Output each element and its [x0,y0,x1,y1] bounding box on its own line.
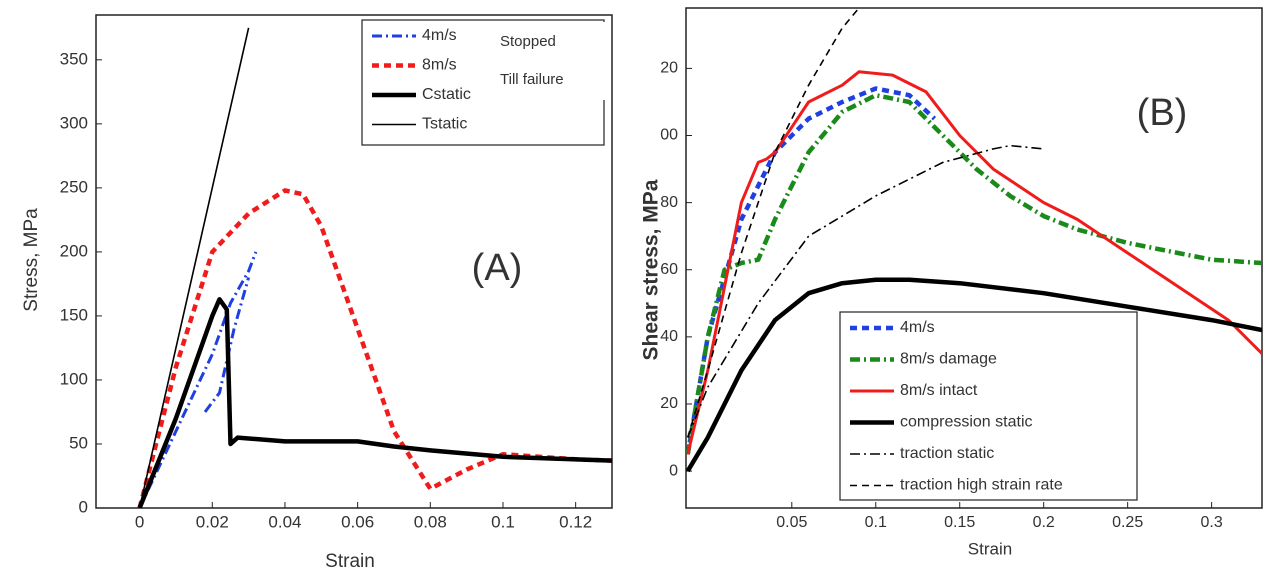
plot-area [686,8,1262,473]
data-line [138,27,250,508]
data-line [686,86,937,455]
data-line [686,70,1262,455]
y-tick-label: 300 [60,113,88,132]
y-axis-title: Shear stress, MPa [640,179,663,360]
x-tick-label: 0.05 [776,514,807,531]
data-line [138,251,258,508]
y-tick-label: 250 [60,177,88,196]
legend-label: 8m/s [422,57,457,74]
legend-label: traction high strain rate [900,477,1063,494]
x-tick-label: 0.08 [414,512,447,531]
y-tick-label: 60 [660,261,678,278]
annotation: Till failure [500,71,564,88]
plot-area [137,27,612,508]
plot-frame [685,7,1263,509]
annotation-bg [495,22,607,100]
x-tick-label: 0.12 [559,512,592,531]
y-tick-label: 200 [60,241,88,260]
panel-label: (B) [1137,92,1188,134]
y-tick-label: 0 [79,497,88,516]
y-axis-title: Stress, MPa [21,208,42,312]
legend-label: compression static [900,414,1033,431]
data-line [686,144,1044,438]
y-tick-label: 150 [60,305,88,324]
legend-label: 4m/s [422,27,457,44]
x-tick-label: 0.04 [268,512,301,531]
x-tick-label: 0.1 [865,514,887,531]
panel-label: (A) [472,247,523,289]
x-tick-label: 0.06 [341,512,374,531]
x-tick-label: 0.3 [1200,514,1222,531]
data-line [686,277,1262,473]
y-tick-label: 80 [660,194,678,211]
x-tick-label: 0.25 [1112,514,1143,531]
legend-label: traction static [900,445,994,462]
x-tick-label: 0.15 [944,514,975,531]
plot-frame [95,14,613,509]
x-tick-label: 0.02 [196,512,229,531]
legend-box [839,311,1138,501]
x-tick-label: 0.1 [491,512,515,531]
legend-label: Tstatic [422,116,467,133]
y-tick-label: 20 [660,395,678,412]
y-tick-label: 0 [669,462,678,479]
legend-label: Cstatic [422,86,471,103]
x-axis-title: Strain [968,539,1012,558]
x-tick-label: 0 [135,512,144,531]
legend-label: 8m/s intact [900,382,978,399]
legend-label: 4m/s [900,319,935,336]
annotation: Stopped [500,33,556,50]
data-line [686,92,1262,455]
x-axis-title: Strain [325,551,375,572]
y-tick-label: 40 [660,328,678,345]
y-tick-label: 100 [60,369,88,388]
y-tick-label: 350 [60,49,88,68]
legend-label: 8m/s damage [900,351,997,368]
x-tick-label: 0.2 [1033,514,1055,531]
data-line [137,297,612,508]
y-tick-label: 50 [69,433,88,452]
y-tick-label: 20 [660,60,678,77]
y-tick-label: 00 [660,127,678,144]
